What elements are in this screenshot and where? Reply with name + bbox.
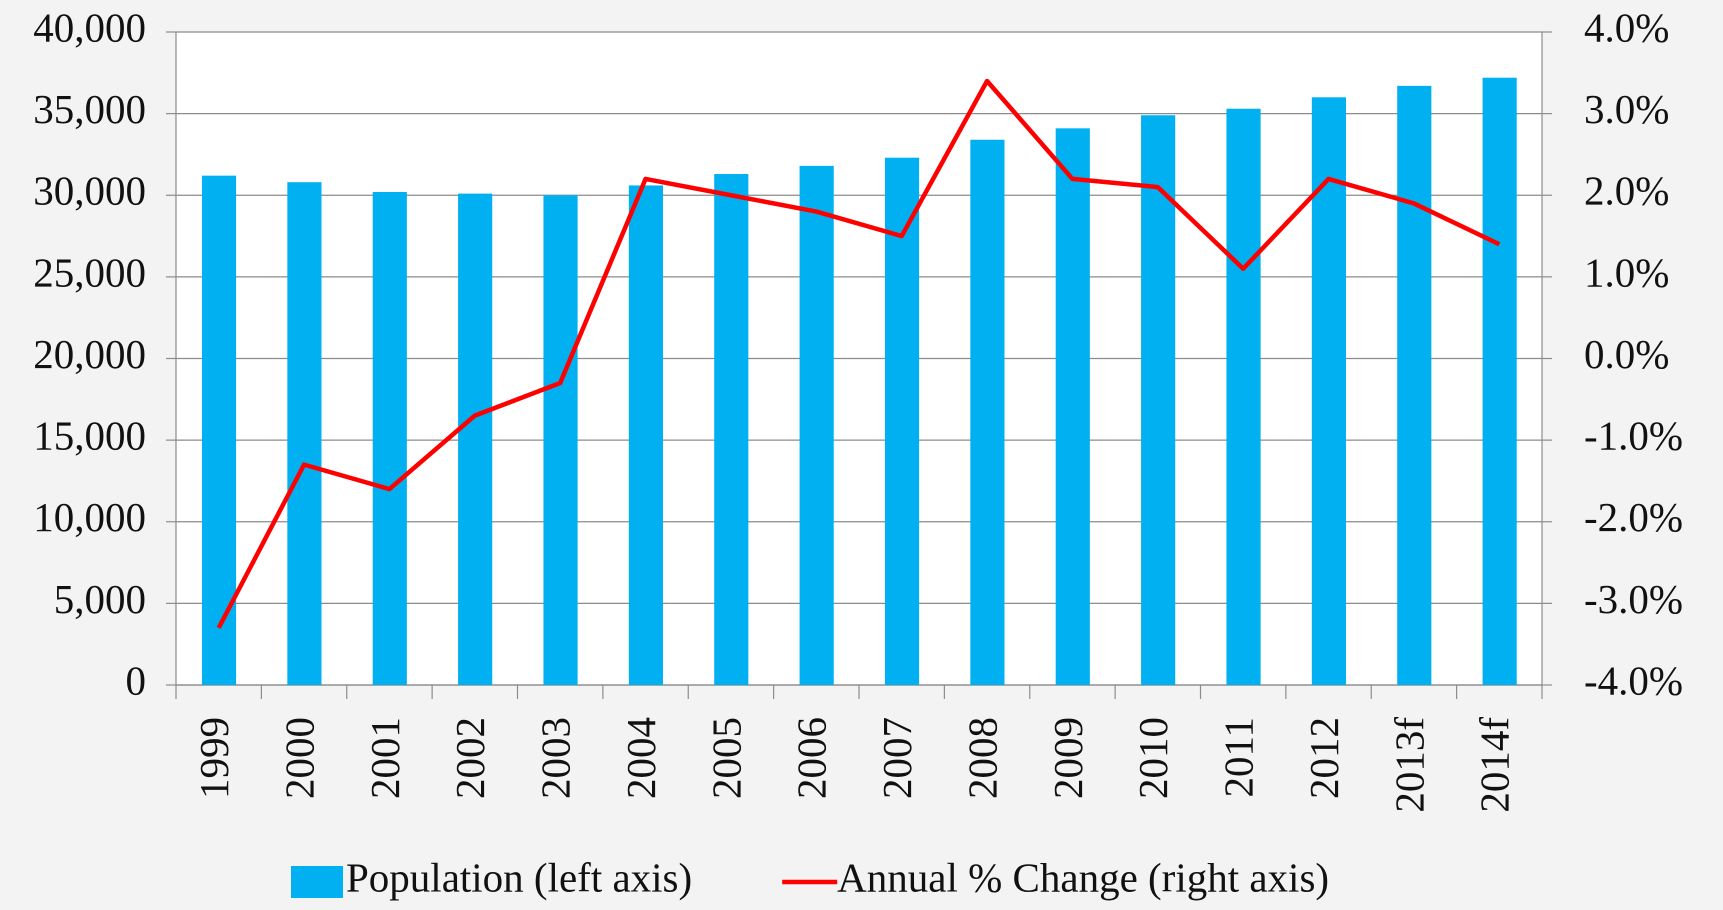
bar [1055, 128, 1090, 685]
y2-tick-label: -3.0% [1584, 576, 1683, 622]
x-tick-label: 2004 [618, 717, 664, 799]
legend-label: Annual % Change (right axis) [837, 854, 1329, 900]
x-tick-label: 2006 [789, 717, 835, 799]
x-tick-label: 2013f [1386, 717, 1432, 813]
y-tick-label: 30,000 [33, 168, 146, 214]
bar [1397, 85, 1432, 685]
y2-tick-label: -4.0% [1584, 657, 1683, 703]
y-tick-label: 5,000 [54, 576, 146, 622]
bar [458, 193, 493, 685]
bar [1226, 108, 1261, 686]
y2-tick-label: -1.0% [1584, 413, 1683, 459]
x-tick-label: 2001 [362, 717, 408, 799]
y-tick-label: 40,000 [33, 4, 146, 50]
x-tick-label: 2003 [533, 717, 579, 799]
x-tick-label: 2014f [1472, 717, 1518, 813]
bar [628, 185, 663, 685]
line [216, 78, 1501, 629]
x-tick-label: 2007 [874, 717, 920, 799]
x-tick-label: 2009 [1045, 717, 1091, 799]
x-tick-label: 1999 [191, 717, 237, 799]
x-tick-label: 2002 [447, 717, 493, 799]
bar [287, 182, 322, 685]
bar [543, 195, 578, 685]
legend-label: Population (left axis) [346, 854, 692, 900]
x-tick-label: 2005 [703, 717, 749, 799]
y-tick-label: 15,000 [33, 413, 146, 459]
x-tick-label: 2012 [1301, 717, 1347, 799]
y2-tick-label: 1.0% [1584, 249, 1669, 295]
bar [884, 157, 920, 685]
y2-tick-label: -2.0% [1584, 494, 1683, 540]
y-tick-label: 20,000 [33, 331, 146, 377]
bar [1311, 97, 1346, 686]
y-tick-label: 25,000 [33, 249, 146, 295]
y-tick-label: 0 [126, 657, 147, 703]
x-tick-label: 2000 [276, 717, 322, 799]
x-tick-label: 2010 [1130, 717, 1176, 799]
legend-swatch [291, 866, 343, 898]
bar [201, 175, 237, 685]
bar [970, 139, 1005, 685]
bar [1482, 77, 1517, 685]
y-tick-label: 35,000 [33, 86, 146, 132]
x-tick-label: 2011 [1216, 717, 1262, 797]
bar [372, 191, 407, 686]
x-tick-label: 2008 [959, 717, 1005, 799]
y-tick-label: 10,000 [33, 494, 146, 540]
bar [799, 165, 834, 686]
y2-tick-label: 4.0% [1584, 4, 1669, 50]
y2-tick-label: 2.0% [1584, 168, 1669, 214]
y2-tick-label: 3.0% [1584, 86, 1669, 132]
bar [714, 174, 749, 685]
bar [1141, 115, 1176, 685]
y2-tick-label: 0.0% [1584, 331, 1669, 377]
